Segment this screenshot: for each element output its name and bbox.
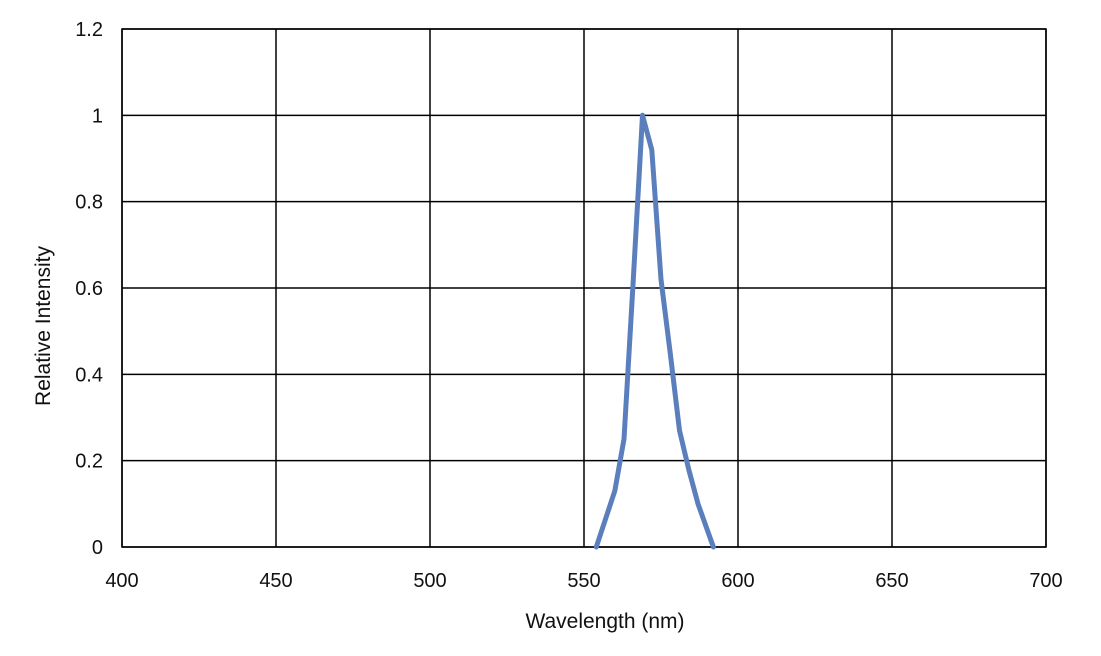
x-tick-label: 600 bbox=[721, 570, 754, 592]
x-tick-label: 700 bbox=[1029, 570, 1062, 592]
x-tick-label: 650 bbox=[875, 570, 908, 592]
x-axis-label: Wavelength (nm) bbox=[525, 610, 684, 633]
gridlines bbox=[121, 28, 1047, 548]
x-tick-label: 550 bbox=[567, 570, 600, 592]
x-axis-ticks: 400 450 500 550 600 650 700 bbox=[105, 570, 1062, 592]
y-tick-label: 0 bbox=[92, 537, 103, 559]
x-tick-label: 450 bbox=[259, 570, 292, 592]
y-tick-label: 0.4 bbox=[75, 364, 103, 386]
y-axis-ticks: 0 0.2 0.4 0.6 0.8 1 1.2 bbox=[75, 19, 103, 559]
y-tick-label: 1.2 bbox=[75, 19, 103, 41]
y-axis-label: Relative Intensity bbox=[32, 246, 55, 406]
series-line bbox=[593, 112, 716, 550]
y-tick-label: 0.6 bbox=[75, 278, 103, 300]
x-tick-label: 500 bbox=[413, 570, 446, 592]
series-layer bbox=[593, 112, 716, 550]
y-tick-label: 0.8 bbox=[75, 192, 103, 214]
x-tick-label: 400 bbox=[105, 570, 138, 592]
y-tick-label: 1 bbox=[92, 105, 103, 127]
y-tick-label: 0.2 bbox=[75, 451, 103, 473]
